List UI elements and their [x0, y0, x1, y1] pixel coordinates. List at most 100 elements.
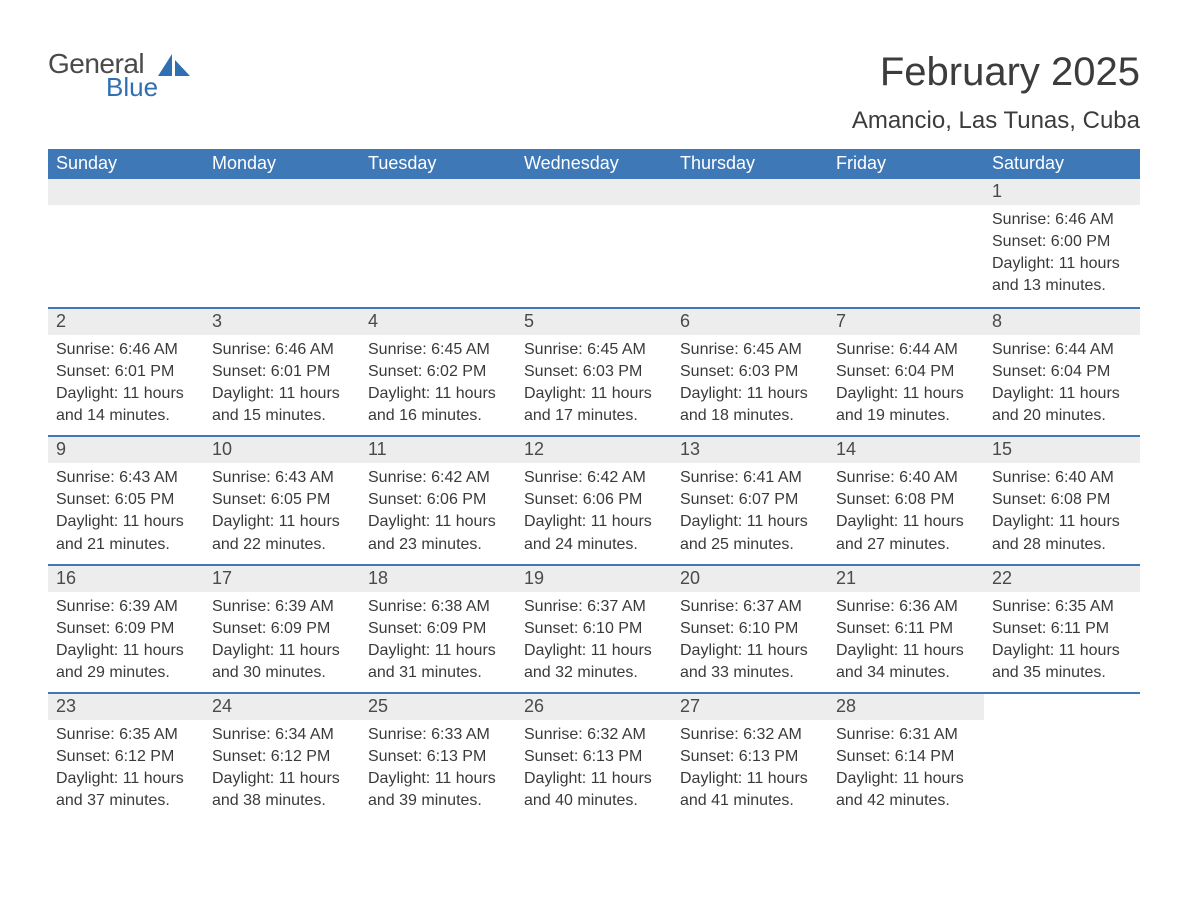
day-number: 1 [984, 179, 1140, 205]
calendar-day: 22Sunrise: 6:35 AMSunset: 6:11 PMDayligh… [984, 566, 1140, 692]
day-content: Sunrise: 6:46 AMSunset: 6:01 PMDaylight:… [48, 335, 204, 435]
weekday-header: Friday [828, 149, 984, 179]
calendar-week: 23Sunrise: 6:35 AMSunset: 6:12 PMDayligh… [48, 692, 1140, 820]
day-number: 14 [828, 437, 984, 463]
weekday-header: Sunday [48, 149, 204, 179]
logo: General Blue [48, 50, 190, 100]
day-content [516, 205, 672, 217]
calendar-day: 28Sunrise: 6:31 AMSunset: 6:14 PMDayligh… [828, 694, 984, 820]
calendar-day [672, 179, 828, 307]
day-number: 25 [360, 694, 516, 720]
day-number [48, 179, 204, 205]
day-content: Sunrise: 6:42 AMSunset: 6:06 PMDaylight:… [516, 463, 672, 563]
location-subtitle: Amancio, Las Tunas, Cuba [852, 107, 1140, 135]
day-number: 8 [984, 309, 1140, 335]
day-number: 20 [672, 566, 828, 592]
day-number: 10 [204, 437, 360, 463]
weekday-header: Wednesday [516, 149, 672, 179]
day-content: Sunrise: 6:37 AMSunset: 6:10 PMDaylight:… [516, 592, 672, 692]
day-content: Sunrise: 6:42 AMSunset: 6:06 PMDaylight:… [360, 463, 516, 563]
day-content: Sunrise: 6:31 AMSunset: 6:14 PMDaylight:… [828, 720, 984, 820]
day-number: 16 [48, 566, 204, 592]
day-content: Sunrise: 6:32 AMSunset: 6:13 PMDaylight:… [516, 720, 672, 820]
calendar: SundayMondayTuesdayWednesdayThursdayFrid… [48, 149, 1140, 820]
calendar-day: 3Sunrise: 6:46 AMSunset: 6:01 PMDaylight… [204, 309, 360, 435]
day-content: Sunrise: 6:38 AMSunset: 6:09 PMDaylight:… [360, 592, 516, 692]
day-number: 22 [984, 566, 1140, 592]
day-content: Sunrise: 6:45 AMSunset: 6:03 PMDaylight:… [516, 335, 672, 435]
calendar-day: 7Sunrise: 6:44 AMSunset: 6:04 PMDaylight… [828, 309, 984, 435]
calendar-day: 10Sunrise: 6:43 AMSunset: 6:05 PMDayligh… [204, 437, 360, 563]
calendar-day: 27Sunrise: 6:32 AMSunset: 6:13 PMDayligh… [672, 694, 828, 820]
day-number: 4 [360, 309, 516, 335]
calendar-day: 1Sunrise: 6:46 AMSunset: 6:00 PMDaylight… [984, 179, 1140, 307]
day-content: Sunrise: 6:43 AMSunset: 6:05 PMDaylight:… [48, 463, 204, 563]
day-content: Sunrise: 6:33 AMSunset: 6:13 PMDaylight:… [360, 720, 516, 820]
day-number: 11 [360, 437, 516, 463]
calendar-day: 2Sunrise: 6:46 AMSunset: 6:01 PMDaylight… [48, 309, 204, 435]
day-number: 27 [672, 694, 828, 720]
day-content: Sunrise: 6:32 AMSunset: 6:13 PMDaylight:… [672, 720, 828, 820]
day-content: Sunrise: 6:35 AMSunset: 6:11 PMDaylight:… [984, 592, 1140, 692]
calendar-day [204, 179, 360, 307]
calendar-day: 5Sunrise: 6:45 AMSunset: 6:03 PMDaylight… [516, 309, 672, 435]
calendar-day: 23Sunrise: 6:35 AMSunset: 6:12 PMDayligh… [48, 694, 204, 820]
page-title: February 2025 [852, 50, 1140, 95]
calendar-week: 9Sunrise: 6:43 AMSunset: 6:05 PMDaylight… [48, 435, 1140, 563]
day-content [828, 205, 984, 217]
day-number: 9 [48, 437, 204, 463]
calendar-day: 8Sunrise: 6:44 AMSunset: 6:04 PMDaylight… [984, 309, 1140, 435]
calendar-day: 25Sunrise: 6:33 AMSunset: 6:13 PMDayligh… [360, 694, 516, 820]
calendar-day: 17Sunrise: 6:39 AMSunset: 6:09 PMDayligh… [204, 566, 360, 692]
day-content [672, 205, 828, 217]
sail-icon [158, 54, 190, 76]
calendar-day [360, 179, 516, 307]
calendar-week: 16Sunrise: 6:39 AMSunset: 6:09 PMDayligh… [48, 564, 1140, 692]
weekday-header: Thursday [672, 149, 828, 179]
calendar-week: 1Sunrise: 6:46 AMSunset: 6:00 PMDaylight… [48, 179, 1140, 307]
day-number: 21 [828, 566, 984, 592]
weekday-header-row: SundayMondayTuesdayWednesdayThursdayFrid… [48, 149, 1140, 179]
logo-word-2: Blue [106, 74, 158, 100]
day-number: 2 [48, 309, 204, 335]
day-number: 15 [984, 437, 1140, 463]
day-content: Sunrise: 6:35 AMSunset: 6:12 PMDaylight:… [48, 720, 204, 820]
day-number: 19 [516, 566, 672, 592]
day-number [360, 179, 516, 205]
header: General Blue February 2025 Amancio, Las … [48, 50, 1140, 135]
calendar-day: 14Sunrise: 6:40 AMSunset: 6:08 PMDayligh… [828, 437, 984, 563]
weekday-header: Monday [204, 149, 360, 179]
day-content: Sunrise: 6:36 AMSunset: 6:11 PMDaylight:… [828, 592, 984, 692]
calendar-day: 6Sunrise: 6:45 AMSunset: 6:03 PMDaylight… [672, 309, 828, 435]
day-content: Sunrise: 6:40 AMSunset: 6:08 PMDaylight:… [828, 463, 984, 563]
calendar-day: 18Sunrise: 6:38 AMSunset: 6:09 PMDayligh… [360, 566, 516, 692]
calendar-day [516, 179, 672, 307]
day-content: Sunrise: 6:45 AMSunset: 6:02 PMDaylight:… [360, 335, 516, 435]
calendar-day [828, 179, 984, 307]
day-number: 12 [516, 437, 672, 463]
day-content: Sunrise: 6:44 AMSunset: 6:04 PMDaylight:… [828, 335, 984, 435]
day-content: Sunrise: 6:45 AMSunset: 6:03 PMDaylight:… [672, 335, 828, 435]
day-number [516, 179, 672, 205]
weekday-header: Tuesday [360, 149, 516, 179]
day-content [204, 205, 360, 217]
day-content: Sunrise: 6:43 AMSunset: 6:05 PMDaylight:… [204, 463, 360, 563]
calendar-day: 11Sunrise: 6:42 AMSunset: 6:06 PMDayligh… [360, 437, 516, 563]
day-number: 7 [828, 309, 984, 335]
day-content: Sunrise: 6:46 AMSunset: 6:00 PMDaylight:… [984, 205, 1140, 305]
day-content [360, 205, 516, 217]
day-number: 5 [516, 309, 672, 335]
day-content: Sunrise: 6:41 AMSunset: 6:07 PMDaylight:… [672, 463, 828, 563]
calendar-day: 19Sunrise: 6:37 AMSunset: 6:10 PMDayligh… [516, 566, 672, 692]
calendar-day: 9Sunrise: 6:43 AMSunset: 6:05 PMDaylight… [48, 437, 204, 563]
day-content: Sunrise: 6:39 AMSunset: 6:09 PMDaylight:… [48, 592, 204, 692]
weekday-header: Saturday [984, 149, 1140, 179]
calendar-day: 20Sunrise: 6:37 AMSunset: 6:10 PMDayligh… [672, 566, 828, 692]
calendar-day [48, 179, 204, 307]
calendar-day: 21Sunrise: 6:36 AMSunset: 6:11 PMDayligh… [828, 566, 984, 692]
day-number: 3 [204, 309, 360, 335]
day-number: 28 [828, 694, 984, 720]
day-content: Sunrise: 6:37 AMSunset: 6:10 PMDaylight:… [672, 592, 828, 692]
calendar-week: 2Sunrise: 6:46 AMSunset: 6:01 PMDaylight… [48, 307, 1140, 435]
day-content: Sunrise: 6:39 AMSunset: 6:09 PMDaylight:… [204, 592, 360, 692]
